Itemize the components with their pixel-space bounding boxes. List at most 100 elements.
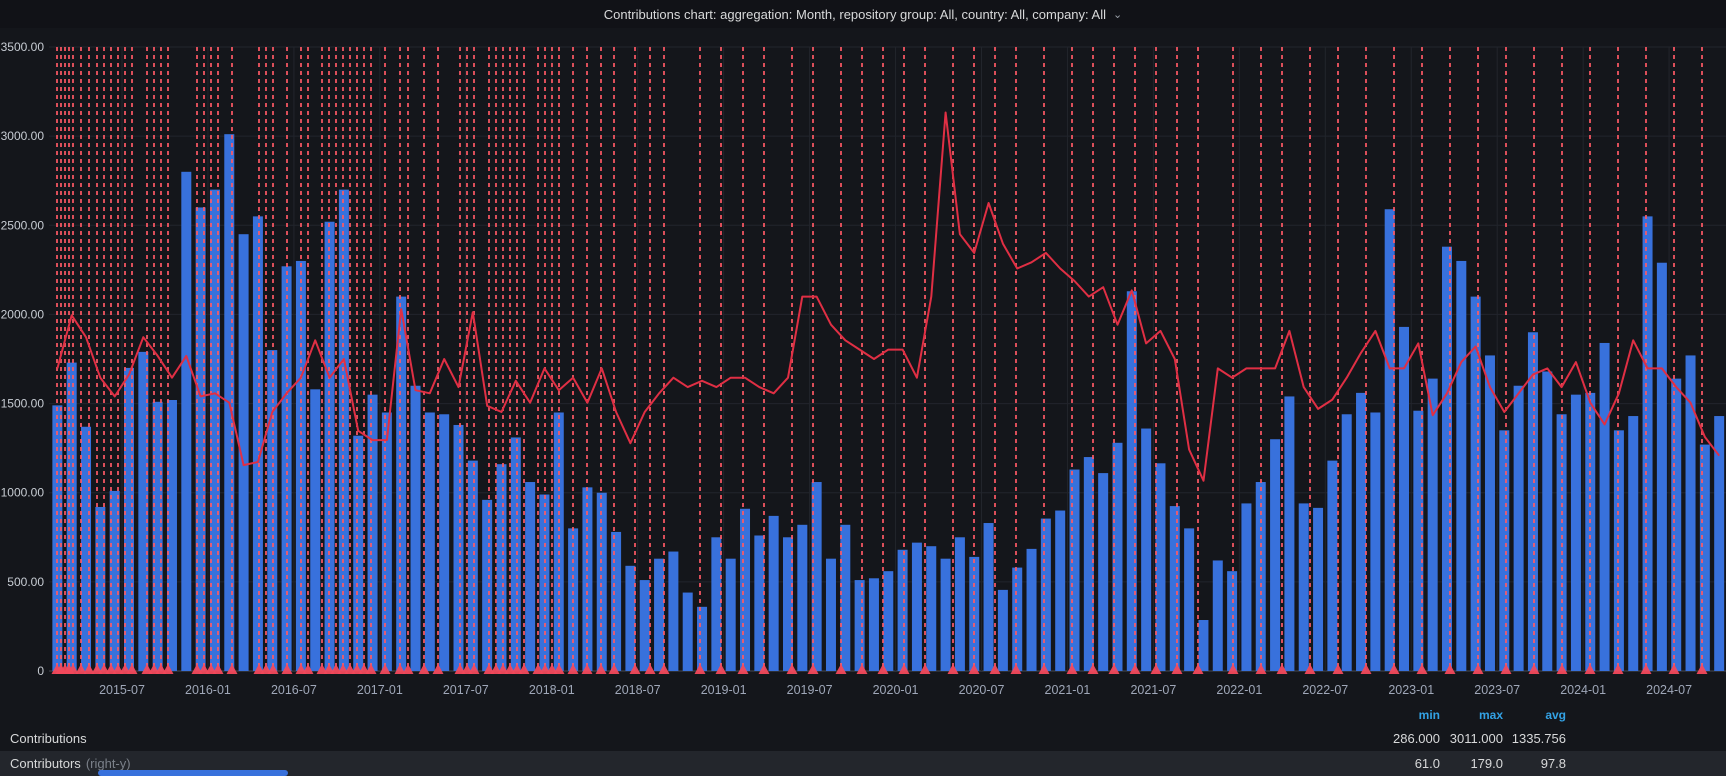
- annotation-marker-icon[interactable]: [1038, 664, 1050, 674]
- annotation-marker-icon[interactable]: [91, 664, 103, 674]
- annotation-marker-icon[interactable]: [1528, 664, 1540, 674]
- annotation-marker-icon[interactable]: [546, 664, 558, 674]
- annotation-marker-icon[interactable]: [608, 664, 620, 674]
- annotation-marker-icon[interactable]: [267, 664, 279, 674]
- annotation-marker-icon[interactable]: [532, 664, 544, 674]
- annotation-marker-icon[interactable]: [1668, 664, 1680, 674]
- annotation-marker-icon[interactable]: [1388, 664, 1400, 674]
- annotation-marker-icon[interactable]: [497, 664, 509, 674]
- series-label-contributions[interactable]: Contributions: [10, 731, 87, 746]
- annotation-marker-icon[interactable]: [418, 664, 430, 674]
- annotation-marker-icon[interactable]: [1640, 664, 1652, 674]
- annotation-marker-icon[interactable]: [1444, 664, 1456, 674]
- contributions-chart[interactable]: 3500.00 3000.00 2500.00 2000.00 1500.00 1000.…: [0, 28, 1726, 704]
- annotation-marker-icon[interactable]: [1304, 664, 1316, 674]
- annotation-marker-icon[interactable]: [461, 664, 473, 674]
- annotation-marker-icon[interactable]: [295, 664, 307, 674]
- annotation-marker-icon[interactable]: [1276, 664, 1288, 674]
- annotation-marker-icon[interactable]: [1066, 664, 1078, 674]
- annotation-marker-icon[interactable]: [567, 664, 579, 674]
- annotation-marker-icon[interactable]: [539, 664, 551, 674]
- annotation-marker-icon[interactable]: [148, 664, 160, 674]
- annotation-marker-icon[interactable]: [1129, 664, 1141, 674]
- annotation-marker-icon[interactable]: [758, 664, 770, 674]
- annotation-marker-icon[interactable]: [629, 664, 641, 674]
- annotation-marker-icon[interactable]: [75, 664, 87, 674]
- annotation-marker-icon[interactable]: [1192, 664, 1204, 674]
- annotation-marker-icon[interactable]: [226, 664, 238, 674]
- annotation-marker-icon[interactable]: [323, 664, 335, 674]
- annotation-marker-icon[interactable]: [394, 664, 406, 674]
- annotation-marker-icon[interactable]: [694, 664, 706, 674]
- annotation-marker-icon[interactable]: [330, 664, 342, 674]
- annotation-marker-icon[interactable]: [518, 664, 530, 674]
- annotation-marker-icon[interactable]: [835, 664, 847, 674]
- annotation-marker-icon[interactable]: [511, 664, 523, 674]
- annotation-marker-icon[interactable]: [1612, 664, 1624, 674]
- annotation-marker-icon[interactable]: [126, 664, 138, 674]
- annotation-marker-icon[interactable]: [67, 664, 79, 674]
- annotation-marker-icon[interactable]: [581, 664, 593, 674]
- annotation-marker-icon[interactable]: [337, 664, 349, 674]
- annotation-marker-icon[interactable]: [1150, 664, 1162, 674]
- annotation-marker-icon[interactable]: [786, 664, 798, 674]
- panel-title[interactable]: Contributions chart: aggregation: Month,…: [603, 6, 1106, 22]
- stat-header-avg[interactable]: avg: [1545, 708, 1566, 722]
- annotation-marker-icon[interactable]: [141, 664, 153, 674]
- annotation-marker-icon[interactable]: [205, 664, 217, 674]
- annotation-marker-icon[interactable]: [715, 664, 727, 674]
- annotation-marker-icon[interactable]: [658, 664, 670, 674]
- annotation-marker-icon[interactable]: [1171, 664, 1183, 674]
- annotation-marker-icon[interactable]: [344, 664, 356, 674]
- annotation-marker-icon[interactable]: [1556, 664, 1568, 674]
- annotation-marker-icon[interactable]: [162, 664, 174, 674]
- annotation-marker-icon[interactable]: [83, 664, 95, 674]
- annotation-marker-icon[interactable]: [1108, 664, 1120, 674]
- annotation-marker-icon[interactable]: [281, 664, 293, 674]
- annotation-marker-icon[interactable]: [1087, 664, 1099, 674]
- annotation-marker-icon[interactable]: [212, 664, 224, 674]
- annotation-marker-icon[interactable]: [644, 664, 656, 674]
- annotation-marker-icon[interactable]: [504, 664, 516, 674]
- annotation-marker-icon[interactable]: [253, 664, 265, 674]
- annotation-marker-icon[interactable]: [260, 664, 272, 674]
- series-label-contributors[interactable]: Contributors: [10, 756, 81, 771]
- annotation-marker-icon[interactable]: [737, 664, 749, 674]
- annotation-marker-icon[interactable]: [432, 664, 444, 674]
- annotation-marker-icon[interactable]: [112, 664, 124, 674]
- annotation-marker-icon[interactable]: [155, 664, 167, 674]
- annotation-marker-icon[interactable]: [490, 664, 502, 674]
- horizontal-scrollbar-thumb[interactable]: [98, 770, 288, 776]
- annotation-marker-icon[interactable]: [358, 664, 370, 674]
- annotation-marker-icon[interactable]: [98, 664, 110, 674]
- annotation-marker-icon[interactable]: [454, 664, 466, 674]
- stat-header-max[interactable]: max: [1478, 708, 1503, 722]
- annotation-marker-icon[interactable]: [1584, 664, 1596, 674]
- annotation-marker-icon[interactable]: [1010, 664, 1022, 674]
- annotation-marker-icon[interactable]: [1696, 664, 1708, 674]
- annotation-marker-icon[interactable]: [402, 664, 414, 674]
- annotation-marker-icon[interactable]: [483, 664, 495, 674]
- annotation-marker-icon[interactable]: [989, 664, 1001, 674]
- annotation-marker-icon[interactable]: [553, 664, 565, 674]
- annotation-marker-icon[interactable]: [1255, 664, 1267, 674]
- annotation-marker-icon[interactable]: [302, 664, 314, 674]
- annotation-marker-icon[interactable]: [1360, 664, 1372, 674]
- annotation-marker-icon[interactable]: [1500, 664, 1512, 674]
- annotation-marker-icon[interactable]: [919, 664, 931, 674]
- annotation-marker-icon[interactable]: [119, 664, 131, 674]
- annotation-marker-icon[interactable]: [379, 664, 391, 674]
- annotation-marker-icon[interactable]: [351, 664, 363, 674]
- annotation-marker-icon[interactable]: [1227, 664, 1239, 674]
- annotation-marker-icon[interactable]: [968, 664, 980, 674]
- annotation-marker-icon[interactable]: [856, 664, 868, 674]
- annotation-marker-icon[interactable]: [468, 664, 480, 674]
- chevron-down-icon[interactable]: ⌄: [1113, 8, 1123, 21]
- stat-header-min[interactable]: min: [1418, 708, 1440, 722]
- annotation-marker-icon[interactable]: [191, 664, 203, 674]
- annotation-marker-icon[interactable]: [1332, 664, 1344, 674]
- annotation-marker-icon[interactable]: [595, 664, 607, 674]
- annotation-marker-icon[interactable]: [807, 664, 819, 674]
- annotation-marker-icon[interactable]: [365, 664, 377, 674]
- annotation-marker-icon[interactable]: [1416, 664, 1428, 674]
